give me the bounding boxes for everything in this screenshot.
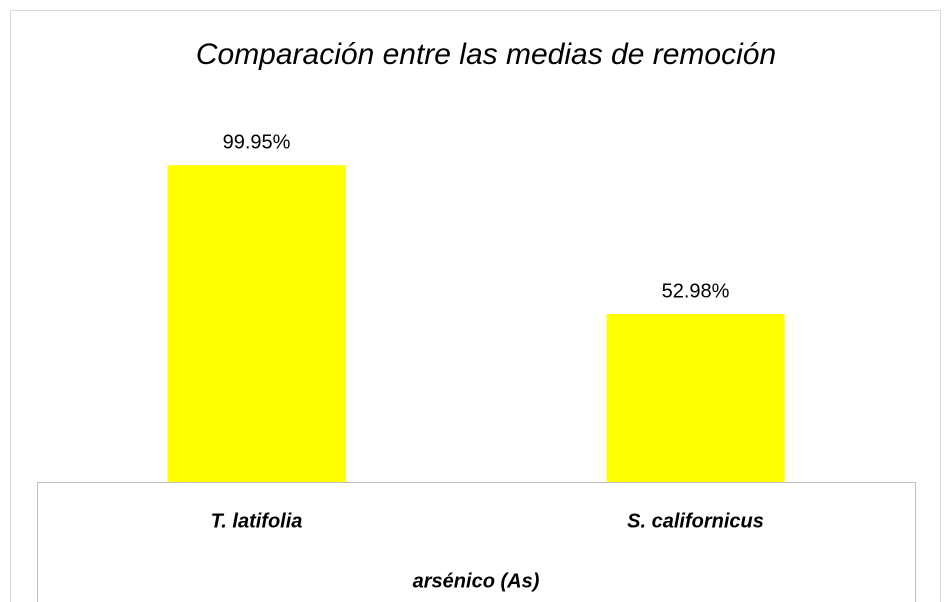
x-tick-label: T. latifolia [211,510,303,532]
data-label: 52.98% [662,280,730,302]
x-axis-label: arsénico (As) [413,570,540,592]
x-tick-label: S. californicus [627,510,764,532]
axis-table [37,482,916,602]
chart-border [10,10,941,602]
bar [167,165,346,482]
chart-title: Comparación entre las medias de remoción [196,38,776,71]
data-label: 99.95% [223,131,291,153]
bar [606,314,785,482]
